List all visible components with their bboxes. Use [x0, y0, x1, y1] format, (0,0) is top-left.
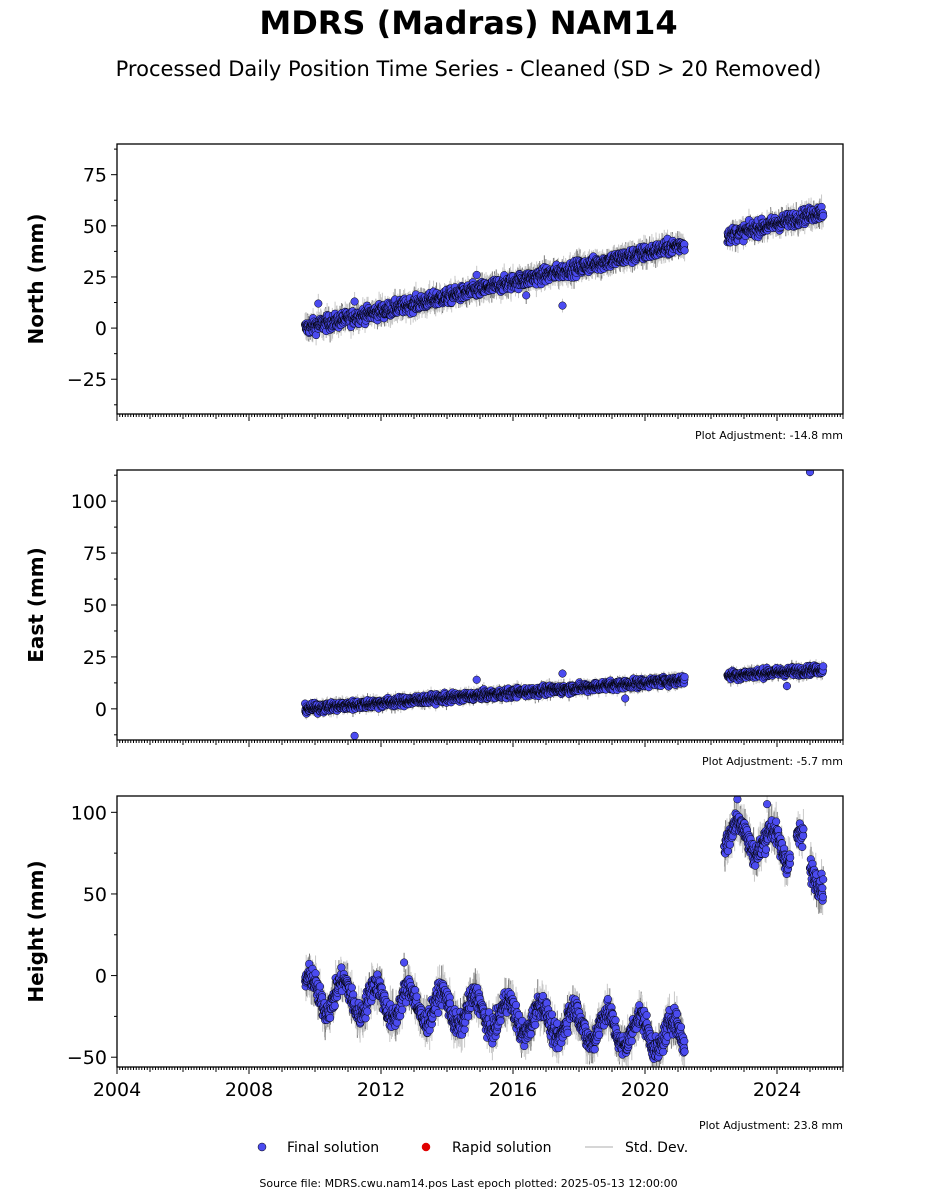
north-x-axis	[116, 414, 844, 421]
north-final-points	[301, 202, 828, 340]
final-solution-point	[680, 246, 689, 255]
east-data	[301, 470, 828, 740]
y-tick-label: 50	[83, 216, 107, 238]
north-data	[301, 194, 828, 346]
north-y-axis: −25 0 25 50 75	[67, 148, 117, 406]
final-solution-point	[350, 297, 359, 306]
north-plot-adjustment: Plot Adjustment: -14.8 mm	[695, 429, 843, 442]
north-panel: −25 0 25 50 75 North (mm) Plot Adjustment: -14…	[24, 143, 844, 442]
final-solution-point	[472, 270, 481, 279]
final-solution-point	[522, 291, 531, 300]
y-tick-label: 75	[83, 165, 107, 187]
y-tick-label: 0	[95, 318, 107, 340]
final-solution-point	[819, 211, 828, 220]
final-solution-point	[314, 299, 323, 308]
north-y-label: North (mm)	[24, 213, 48, 344]
chart-title: MDRS (Madras) NAM14	[259, 4, 678, 42]
chart-subtitle: Processed Daily Position Time Series - C…	[115, 57, 822, 81]
y-tick-label: 25	[83, 267, 107, 289]
final-solution-point	[558, 301, 567, 310]
y-tick-label: −25	[67, 369, 107, 391]
